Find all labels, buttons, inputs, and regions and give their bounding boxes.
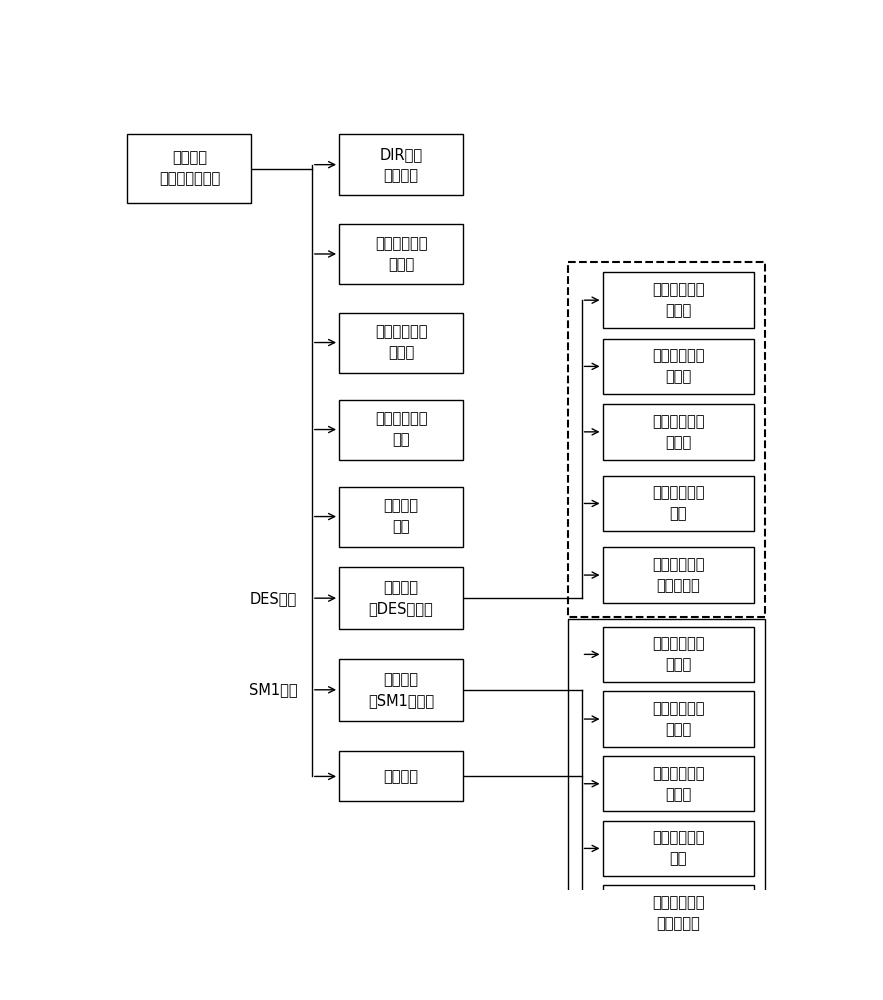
Text: 终端信息
文件: 终端信息 文件	[383, 499, 419, 535]
Text: 应用数据
（SM1算法）: 应用数据 （SM1算法）	[368, 672, 434, 708]
Bar	[602, 272, 753, 328]
Text: 终端应用交易
序号数据元: 终端应用交易 序号数据元	[652, 895, 705, 931]
Text: 应用维护密鑰
数据元: 应用维护密鑰 数据元	[652, 701, 705, 737]
Bar	[568, 619, 766, 949]
Text: 终端应用交易
序号数据元: 终端应用交易 序号数据元	[652, 557, 705, 593]
Bar	[602, 627, 753, 682]
Bar	[602, 885, 753, 941]
Text: SM1目录: SM1目录	[249, 682, 298, 697]
Bar	[339, 134, 463, 195]
Text: 卡片公共信息
文件: 卡片公共信息 文件	[374, 412, 427, 448]
Text: 应用数据
（DES算法）: 应用数据 （DES算法）	[368, 580, 434, 616]
Text: 应用公共信息
文件: 应用公共信息 文件	[652, 485, 705, 521]
Bar	[602, 821, 753, 876]
Text: 其他应用: 其他应用	[383, 769, 419, 784]
Bar	[339, 312, 463, 373]
Bar	[339, 224, 463, 284]
Text: DIR目录
数据文件: DIR目录 数据文件	[380, 147, 423, 183]
Bar	[339, 567, 463, 629]
Text: 应用公共信息
文件: 应用公共信息 文件	[652, 830, 705, 866]
Bar	[602, 476, 753, 531]
Text: 主要文件
（销售终端侧）: 主要文件 （销售终端侧）	[159, 151, 220, 187]
Bar	[602, 547, 753, 603]
Bar	[602, 339, 753, 394]
Text: 应用维护密鑰
数据元: 应用维护密鑰 数据元	[652, 348, 705, 384]
Text: 应用主控密鑰
数据元: 应用主控密鑰 数据元	[652, 636, 705, 672]
Text: 应用主工密鑰
数据元: 应用主工密鑰 数据元	[652, 414, 705, 450]
Bar	[602, 404, 753, 460]
Bar	[339, 400, 463, 460]
Bar	[602, 691, 753, 747]
Text: 卡片主控密鑰
数据元: 卡片主控密鑰 数据元	[374, 236, 427, 272]
Bar	[339, 659, 463, 721]
Bar	[568, 262, 766, 617]
Bar	[127, 134, 252, 203]
Text: 应用主控密鑰
数据元: 应用主控密鑰 数据元	[652, 282, 705, 318]
Bar	[339, 487, 463, 547]
Bar	[339, 751, 463, 801]
Bar	[602, 756, 753, 811]
Text: 应用主工密鑰
数据元: 应用主工密鑰 数据元	[652, 766, 705, 802]
Text: 卡片维护密鑰
数据元: 卡片维护密鑰 数据元	[374, 325, 427, 361]
Text: DES目录: DES目录	[250, 591, 297, 606]
